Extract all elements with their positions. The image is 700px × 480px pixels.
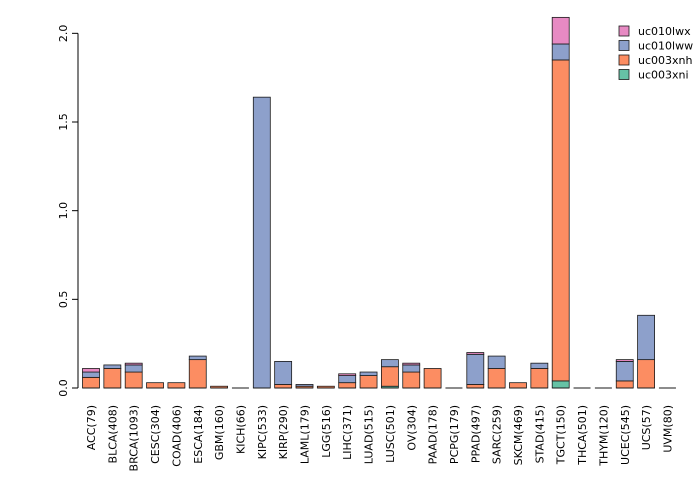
bar-segment-uc010lwx: [615, 359, 634, 362]
bar-segment-uc003xnh: [188, 359, 207, 389]
legend-swatch-uc003xni: [618, 69, 630, 80]
bar-segment-uc003xni: [551, 380, 570, 389]
bar-segment-uc010lww: [466, 353, 485, 385]
bar-segment-uc010lww: [380, 359, 399, 368]
bar-segment-uc010lww: [82, 371, 100, 378]
bar-segment-uc010lww: [188, 355, 207, 361]
bar-segment-uc010lww: [359, 371, 378, 376]
bar-segment-uc010lww: [295, 384, 314, 387]
x-tick-label: LIHC(371): [341, 405, 354, 460]
x-tick-label: KIPC(533): [256, 405, 269, 459]
x-tick-label: SKCM(469): [512, 405, 525, 465]
legend-swatch-uc010lwx: [618, 25, 630, 37]
x-tick-label: UVM(80): [661, 405, 674, 453]
bar-segment-uc010lww: [124, 364, 143, 373]
bar-segment-uc003xnh: [551, 59, 570, 382]
x-tick-label: PAAD(178): [427, 405, 440, 464]
bar-segment-uc003xnh: [615, 380, 634, 389]
x-tick-label: BLCA(408): [106, 405, 119, 463]
y-axis: 0.0 0.5 1.0 1.5 2.0: [57, 25, 79, 397]
x-tick-label: PPAD(497): [469, 405, 482, 463]
bar-segment-uc010lwx: [338, 373, 357, 376]
x-tick-label: KIRP(290): [277, 405, 290, 459]
y-tick-label: 1.5: [57, 113, 70, 131]
y-tick-label: 0.0: [57, 379, 70, 397]
legend-label-uc003xni: uc003xni: [638, 69, 689, 82]
x-tick-label: THYM(120): [597, 405, 610, 467]
x-tick-label: OV(304): [405, 405, 418, 451]
bar-segment-uc010lww: [274, 360, 293, 385]
bar-segment-uc003xnh: [509, 382, 527, 389]
x-axis-labels: ACC(79) BLCA(408) BRCA(1093) CESC(304) COAD(…: [85, 405, 674, 471]
bar-segment-uc003xnh: [402, 371, 421, 389]
bar-segment-uc003xnh: [274, 384, 293, 389]
x-tick-label: LUSC(501): [384, 405, 397, 463]
bar-segment-uc010lww: [487, 355, 506, 369]
x-tick-label: TGCT(150): [555, 405, 568, 465]
bar-segment-uc003xnh: [423, 368, 442, 389]
bar-segment-uc010lww: [637, 314, 655, 361]
x-tick-label: BRCA(1093): [128, 405, 141, 471]
legend-label-uc003xnh: uc003xnh: [638, 54, 692, 67]
bar-segment-uc003xnh: [380, 366, 399, 387]
y-tick-label: 1.0: [57, 202, 70, 220]
y-tick-label: 0.5: [57, 291, 70, 309]
bar-segment-uc003xnh: [466, 384, 485, 389]
bar-segment-uc003xnh: [82, 376, 100, 389]
bar-segment-uc003xnh: [167, 382, 186, 389]
bar-segment-uc010lww: [615, 360, 634, 382]
x-tick-label: LGG(516): [320, 405, 333, 458]
x-tick-label: PCPG(179): [448, 405, 461, 464]
bar-segment-uc010lwx: [402, 362, 421, 366]
bar-segment-uc003xnh: [637, 359, 655, 389]
bar-segment-uc010lww: [551, 43, 570, 61]
bar-segment-uc003xnh: [338, 382, 357, 389]
x-tick-label: GBM(160): [213, 405, 226, 460]
x-tick-label: THCA(501): [576, 405, 589, 466]
x-tick-label: KICH(66): [234, 405, 247, 454]
x-tick-label: ACC(79): [85, 405, 98, 450]
bar-segment-uc003xnh: [146, 382, 164, 389]
x-tick-label: STAD(415): [533, 405, 546, 463]
x-tick-label: LAML(179): [299, 405, 312, 464]
bar-segment-uc010lwx: [82, 368, 100, 373]
x-tick-label: COAD(406): [170, 405, 183, 467]
legend-swatch-uc010lww: [618, 40, 630, 51]
bar-segment-uc003xnh: [487, 368, 506, 389]
bar-segment-uc003xnh: [124, 371, 143, 389]
bar-segment-uc010lwx: [124, 362, 143, 366]
bar-segment-uc003xnh: [103, 368, 122, 389]
bar-segment-uc010lww: [103, 364, 122, 369]
bar-segment-uc010lww: [530, 362, 549, 369]
bar-segment-uc003xnh: [530, 368, 549, 389]
x-tick-label: UCEC(545): [619, 405, 632, 465]
y-tick-label: 2.0: [57, 25, 70, 43]
x-tick-label: LUAD(515): [363, 405, 376, 464]
x-tick-label: UCS(57): [640, 405, 653, 450]
x-tick-label: ESCA(184): [192, 405, 205, 464]
bar-segment-uc010lwx: [551, 16, 570, 45]
bar-segment-uc003xnh: [359, 375, 378, 389]
legend-label-uc010lww: uc010lww: [638, 40, 693, 53]
x-tick-label: SARC(259): [491, 405, 504, 464]
bar-segment-uc010lww: [402, 364, 421, 373]
bar-segment-uc010lwx: [466, 352, 485, 355]
bar-segment-uc010lww: [338, 375, 357, 384]
bar-segment-uc010lww: [252, 96, 271, 389]
legend-label-uc010lwx: uc010lwx: [638, 25, 691, 38]
bars: [82, 16, 676, 389]
x-tick-label: CESC(304): [149, 405, 162, 464]
legend-swatch-uc003xnh: [618, 54, 630, 66]
